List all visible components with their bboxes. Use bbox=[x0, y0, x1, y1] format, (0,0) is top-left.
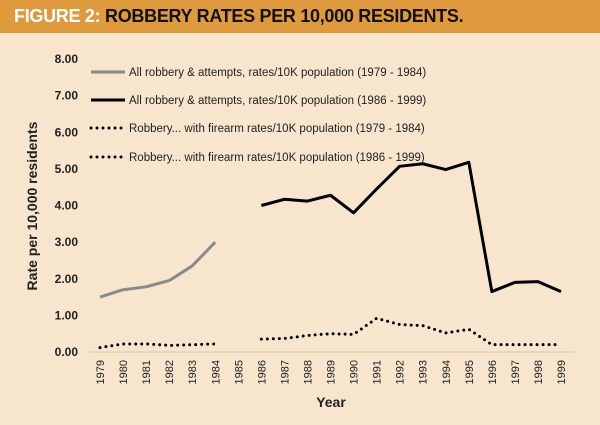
y-tick-label: 6.00 bbox=[55, 125, 79, 139]
x-tick-label: 1989 bbox=[326, 360, 338, 384]
figure-title: FIGURE 2: ROBBERY RATES PER 10,000 RESID… bbox=[14, 6, 464, 27]
x-tick-label: 1995 bbox=[464, 360, 476, 384]
legend-label: All robbery & attempts, rates/10K popula… bbox=[129, 67, 426, 79]
x-tick-label: 1999 bbox=[556, 360, 568, 384]
x-tick-label: 1985 bbox=[233, 360, 245, 384]
x-axis-label: Year bbox=[316, 394, 346, 410]
legend-entry: All robbery & attempts, rates/10K popula… bbox=[91, 95, 426, 107]
legend-entry: Robbery... with firearm rates/10K popula… bbox=[89, 123, 425, 135]
legend-label: Robbery... with firearm rates/10K popula… bbox=[129, 123, 425, 135]
y-tick-label: 7.00 bbox=[55, 89, 79, 103]
x-tick-label: 1993 bbox=[418, 360, 430, 384]
x-tick-label: 1981 bbox=[141, 360, 153, 384]
y-tick-label: 0.00 bbox=[55, 345, 79, 359]
legend-label: All robbery & attempts, rates/10K popula… bbox=[129, 95, 426, 107]
x-tick-label: 1986 bbox=[256, 360, 268, 384]
x-tick-label: 1987 bbox=[279, 360, 291, 384]
y-tick-label: 8.00 bbox=[55, 52, 79, 66]
legend-entry: Robbery... with firearm rates/10K popula… bbox=[89, 152, 425, 164]
x-tick-label: 1980 bbox=[118, 360, 130, 384]
legend-entry: All robbery & attempts, rates/10K popula… bbox=[91, 67, 426, 79]
x-tick-label: 1988 bbox=[302, 360, 314, 384]
y-tick-label: 3.00 bbox=[55, 235, 79, 249]
figure-header: FIGURE 2: ROBBERY RATES PER 10,000 RESID… bbox=[0, 0, 600, 33]
x-tick-label: 1998 bbox=[533, 360, 545, 384]
y-tick-label: 1.00 bbox=[55, 308, 79, 322]
y-axis-label: Rate per 10,000 residents bbox=[24, 121, 40, 290]
series-line-4 bbox=[259, 316, 563, 347]
y-tick-label: 5.00 bbox=[55, 162, 79, 176]
legend-label: Robbery... with firearm rates/10K popula… bbox=[129, 152, 425, 164]
series-line-1 bbox=[99, 241, 217, 299]
x-tick-label: 1996 bbox=[487, 360, 499, 384]
y-tick-label: 2.00 bbox=[55, 272, 79, 286]
series-line-2 bbox=[260, 160, 562, 294]
x-tick-label: 1994 bbox=[441, 360, 453, 384]
figure-title-text: ROBBERY RATES PER 10,000 RESIDENTS. bbox=[105, 6, 464, 26]
x-tick-label: 1991 bbox=[372, 360, 384, 384]
x-tick-label: 1990 bbox=[349, 360, 361, 384]
y-tick-label: 4.00 bbox=[55, 199, 79, 213]
x-tick-label: 1979 bbox=[95, 360, 107, 384]
x-tick-label: 1984 bbox=[210, 360, 222, 384]
x-tick-label: 1997 bbox=[510, 360, 522, 384]
x-tick-label: 1982 bbox=[164, 360, 176, 384]
figure-label: FIGURE 2: bbox=[14, 6, 101, 26]
series-line-3 bbox=[98, 342, 217, 350]
x-tick-label: 1992 bbox=[395, 360, 407, 384]
x-tick-label: 1983 bbox=[187, 360, 199, 384]
